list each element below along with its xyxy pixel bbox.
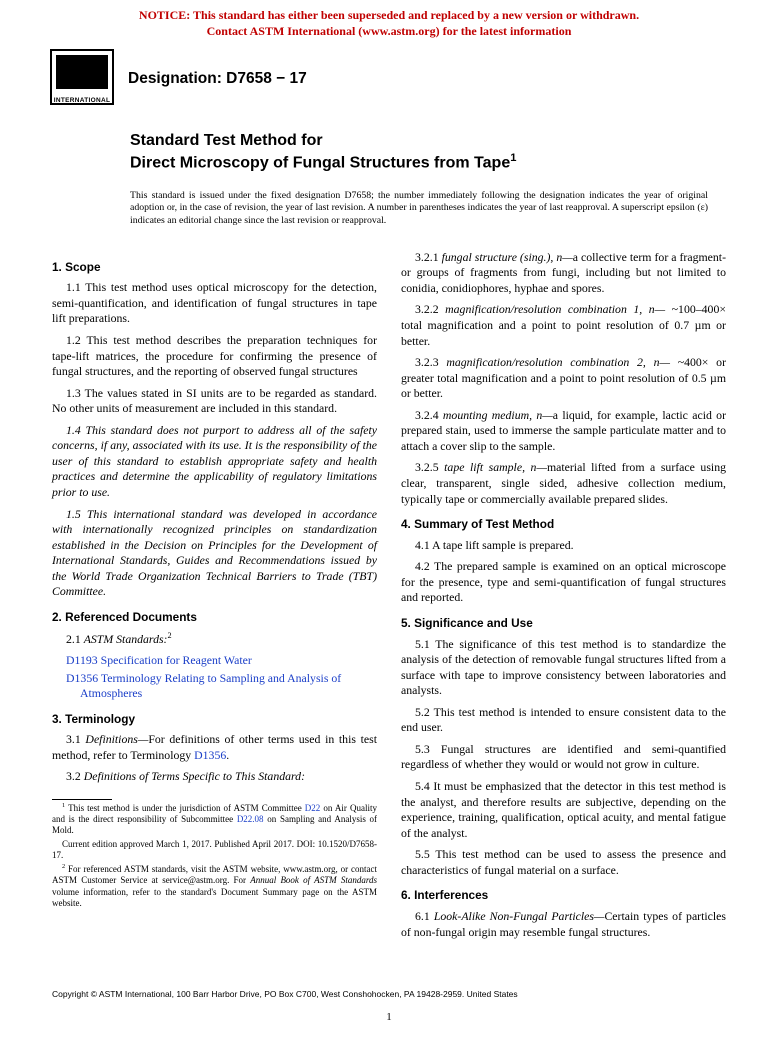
d2-a: 3.2.2 <box>415 302 445 316</box>
s3-d2: 3.2.2 magnification/resolution combinati… <box>401 302 726 349</box>
s3-d4: 3.2.4 mounting medium, n—a liquid, for e… <box>401 408 726 455</box>
fn2-c: volume information, refer to the standar… <box>52 887 377 908</box>
fn1-link2[interactable]: D22.08 <box>237 814 264 824</box>
s6-head: 6. Interferences <box>401 888 726 904</box>
s3-p2-b: Definitions of Terms Specific to This St… <box>84 769 305 783</box>
s5-p1: 5.1 The significance of this test method… <box>401 637 726 699</box>
s3-p1: 3.1 Definitions—For definitions of other… <box>52 732 377 763</box>
d4-b: mounting medium, n— <box>443 408 553 422</box>
title-line2: Direct Microscopy of Fungal Structures f… <box>130 155 510 172</box>
s2-p1-b: ASTM Standards: <box>84 631 168 645</box>
s1-head: 1. Scope <box>52 260 377 276</box>
s5-p2: 5.2 This test method is intended to ensu… <box>401 705 726 736</box>
d3-b: magnification/resolution combination 2, … <box>446 355 670 369</box>
d1-b: fungal structure (sing.), n— <box>442 250 573 264</box>
title: Standard Test Method for Direct Microsco… <box>130 131 718 173</box>
s1-p3: 1.3 The values stated in SI units are to… <box>52 386 377 417</box>
s3-p1-d: . <box>226 748 229 762</box>
ref-d1356: D1356 Terminology Relating to Sampling a… <box>52 671 377 702</box>
fn1-a: This test method is under the jurisdicti… <box>65 803 305 813</box>
ref-d1356-text[interactable]: Terminology Relating to Sampling and Ana… <box>80 671 341 701</box>
logo-label: INTERNATIONAL <box>52 97 112 104</box>
s3-d3: 3.2.3 magnification/resolution combinati… <box>401 355 726 402</box>
s2-head: 2. Referenced Documents <box>52 610 377 626</box>
s1-p5: 1.5 This international standard was deve… <box>52 507 377 600</box>
astm-logo: INTERNATIONAL <box>50 49 114 105</box>
s4-p2: 4.2 The prepared sample is examined on a… <box>401 559 726 606</box>
s3-head: 3. Terminology <box>52 712 377 728</box>
s2-p1: 2.1 ASTM Standards:2 <box>52 631 377 647</box>
ref-d1193-code[interactable]: D1193 <box>66 653 98 667</box>
ref-d1193: D1193 Specification for Reagent Water <box>52 653 377 669</box>
fn2-b: Annual Book of ASTM Standards <box>250 875 377 885</box>
designation-code: D7658 − 17 <box>226 70 307 87</box>
s4-p1: 4.1 A tape lift sample is prepared. <box>401 538 726 554</box>
s6-p1-b: Look-Alike Non-Fungal Particles— <box>434 909 605 923</box>
d2-b: magnification/resolution combination 1, … <box>445 302 665 316</box>
title-block: Standard Test Method for Direct Microsco… <box>0 105 778 179</box>
s1-p2: 1.2 This test method describes the prepa… <box>52 333 377 380</box>
d5-b: tape lift sample, n— <box>444 460 547 474</box>
d5-a: 3.2.5 <box>415 460 444 474</box>
fn1-link1[interactable]: D22 <box>305 803 321 813</box>
ref-d1193-text[interactable]: Specification for Reagent Water <box>98 653 252 667</box>
d1-a: 3.2.1 <box>415 250 442 264</box>
s3-p1-link[interactable]: D1356 <box>194 748 226 762</box>
s3-p2-a: 3.2 <box>66 769 84 783</box>
header: INTERNATIONAL Designation: D7658 − 17 <box>0 43 778 105</box>
s5-p5: 5.5 This test method can be used to asse… <box>401 847 726 878</box>
notice-line1: NOTICE: This standard has either been su… <box>139 8 639 22</box>
right-column: 3.2.1 fungal structure (sing.), n—a coll… <box>401 250 726 946</box>
s5-p4: 5.4 It must be emphasized that the detec… <box>401 779 726 841</box>
s3-d5: 3.2.5 tape lift sample, n—material lifte… <box>401 460 726 507</box>
fn1d: Current edition approved March 1, 2017. … <box>52 839 377 862</box>
s5-head: 5. Significance and Use <box>401 616 726 632</box>
s3-p1-a: 3.1 <box>66 732 85 746</box>
left-column: 1. Scope 1.1 This test method uses optic… <box>52 250 377 946</box>
s2-p1-sup: 2 <box>168 631 172 640</box>
designation: Designation: D7658 − 17 <box>128 66 307 88</box>
s6-p1: 6.1 Look-Alike Non-Fungal Particles—Cert… <box>401 909 726 940</box>
footnotes: 1 This test method is under the jurisdic… <box>52 799 377 909</box>
s3-d1: 3.2.1 fungal structure (sing.), n—a coll… <box>401 250 726 297</box>
title-line1: Standard Test Method for <box>130 132 323 149</box>
page-number: 1 <box>0 1011 778 1023</box>
s4-head: 4. Summary of Test Method <box>401 517 726 533</box>
s1-p1: 1.1 This test method uses optical micros… <box>52 280 377 327</box>
ref-d1356-code[interactable]: D1356 <box>66 671 98 685</box>
designation-prefix: Designation: <box>128 70 226 87</box>
notice-line2: Contact ASTM International (www.astm.org… <box>207 24 572 38</box>
issuance-note: This standard is issued under the fixed … <box>0 180 778 242</box>
d4-a: 3.2.4 <box>415 408 443 422</box>
d3-a: 3.2.3 <box>415 355 446 369</box>
notice-banner: NOTICE: This standard has either been su… <box>0 0 778 43</box>
copyright: Copyright © ASTM International, 100 Barr… <box>52 989 518 999</box>
fn2: 2 For referenced ASTM standards, visit t… <box>52 863 377 909</box>
body-columns: 1. Scope 1.1 This test method uses optic… <box>0 242 778 946</box>
s3-p1-b: Definitions— <box>85 732 148 746</box>
s1-p4: 1.4 This standard does not purport to ad… <box>52 423 377 501</box>
s6-p1-a: 6.1 <box>415 909 434 923</box>
fn1: 1 This test method is under the jurisdic… <box>52 802 377 837</box>
s5-p3: 5.3 Fungal structures are identified and… <box>401 742 726 773</box>
s2-p1-a: 2.1 <box>66 631 84 645</box>
s3-p2: 3.2 Definitions of Terms Specific to Thi… <box>52 769 377 785</box>
title-sup: 1 <box>510 152 516 164</box>
